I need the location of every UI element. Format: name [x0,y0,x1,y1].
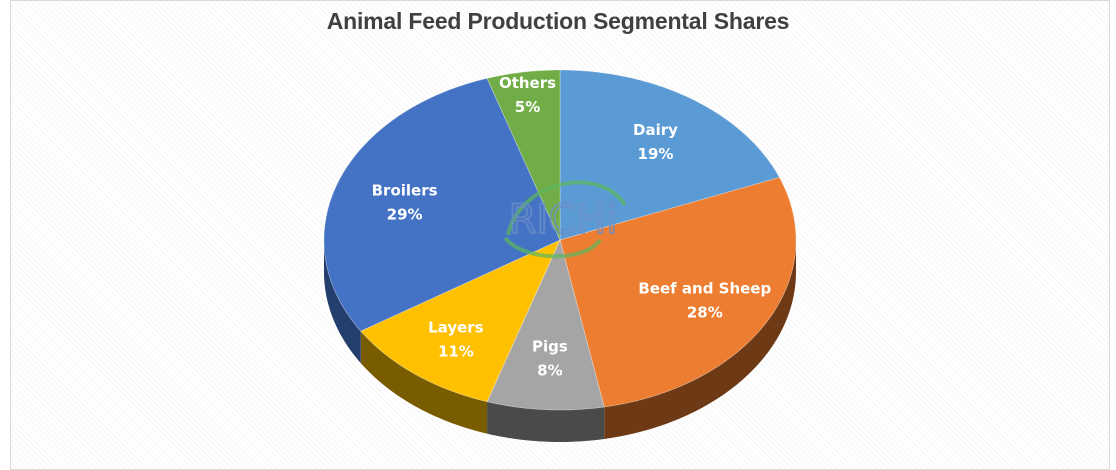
watermark-logo: RICHi [503,180,627,259]
slice-value-beef-and-sheep: 28% [687,303,723,321]
slice-side-pigs [487,401,605,442]
slice-label-broilers: Broilers [372,182,438,200]
slice-broilers [323,77,561,332]
watermark-text: RICHi [509,197,618,243]
pie-side-layer [324,240,796,442]
slice-others [486,69,561,241]
slice-value-dairy: 19% [638,145,674,163]
slice-labels: Dairy 19% Beef and Sheep 28% Pigs 8% Layers 11%… [372,74,772,379]
slice-value-broilers: 29% [387,206,423,224]
pie-top-layer [323,69,797,411]
pie-chart: RICHi Dairy 19% Beef and Sheep 28% Pigs 8% Lay… [323,69,797,442]
slice-value-others: 5% [515,98,540,116]
slice-value-pigs: 8% [537,361,562,379]
slice-side-beef-and-sheep [604,240,796,439]
slice-label-others: Others [499,74,556,92]
slice-label-pigs: Pigs [532,337,568,355]
slice-pigs [486,238,605,411]
slice-side-broilers [324,240,361,364]
watermark-arc-bottom [503,236,602,259]
slice-beef-and-sheep [559,176,797,408]
slice-label-dairy: Dairy [633,121,678,139]
slice-dairy [559,69,781,241]
slice-layers [360,239,561,403]
slice-value-layers: 11% [438,343,474,361]
chart-title: Animal Feed Production Segmental Shares [326,8,790,34]
slice-label-beef-and-sheep: Beef and Sheep [638,279,771,297]
slice-side-layers [360,331,488,434]
watermark-arc-top [506,180,627,236]
slice-label-layers: Layers [428,319,484,337]
